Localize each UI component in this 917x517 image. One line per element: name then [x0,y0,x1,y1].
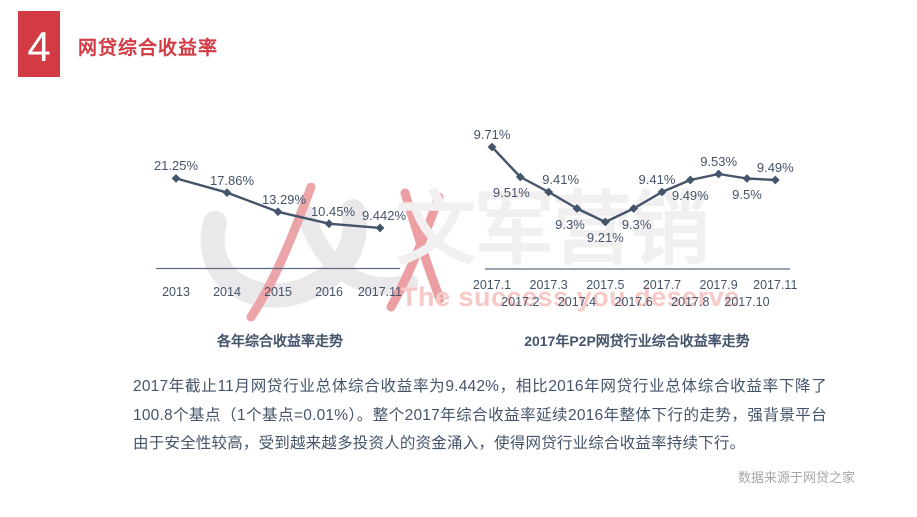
data-point-label: 9.41% [638,172,676,187]
chart-annual-caption: 各年综合收益率走势 [217,333,343,349]
page-title: 网贷综合收益率 [78,38,219,59]
data-point-label: 9.53% [700,154,738,169]
data-point-label: 9.49% [671,188,709,203]
data-point-marker [685,175,695,185]
data-point-marker [657,187,667,197]
data-point-marker [515,172,525,182]
data-point-label: 21.25% [153,158,199,174]
line-plot [485,142,790,270]
data-point-label: 9.21% [586,230,624,245]
x-tick-label: 2017.4 [557,295,597,309]
x-tick-label: 2017.8 [671,295,710,309]
data-point-marker [324,219,334,229]
data-point-marker [544,187,554,197]
data-source-note: 数据来源于网贷之家 [737,470,855,485]
data-point-marker [600,217,610,227]
data-point-label: 9.71% [473,127,511,142]
data-point-marker [273,207,283,217]
data-point-label: 9.3% [621,216,652,232]
data-point-marker [375,223,385,233]
x-tick-label: 2013 [162,285,190,299]
data-point-marker [742,174,752,183]
section-number-badge: 4 [18,11,60,77]
chart-monthly-caption: 2017年P2P网贷行业综合收益率走势 [524,333,750,349]
x-tick-label: 2017.7 [642,278,682,292]
data-point-label: 9.49% [756,160,794,175]
data-point-marker [222,188,232,197]
data-point-marker [629,204,639,213]
x-tick-label: 2017.1 [472,278,512,292]
data-point-marker [714,169,724,179]
x-tick-label: 2017.11 [753,278,798,292]
x-tick-label: 2017.11 [357,285,403,299]
data-point-label: 9.442% [361,207,407,223]
chart-2017-monthly-yield: 9.71% 9.51% 9.41% 9.3% 9.21% 9.3% 9.41% 9.49% 9.… [455,115,815,315]
chart-annual-yield: 21.25% 17.86% 13.29% 10.45% 9.442% 2013 2014 20… [150,145,410,310]
x-tick-label: 2017.5 [586,278,625,292]
data-point-label: 9.3% [555,216,585,232]
section-number: 4 [27,23,51,70]
x-tick-label: 2017.10 [724,295,770,309]
data-point-label: 9.5% [732,186,762,202]
data-point-marker [171,173,181,183]
data-point-label: 9.51% [492,185,530,200]
analysis-paragraph: 2017年截止11月网贷行业总体综合收益率为9.442%，相比2016年网贷行业… [133,378,827,452]
x-tick-label: 2017.2 [501,295,540,309]
x-tick-label: 2017.6 [614,295,653,309]
data-point-label: 9.41% [542,172,580,187]
data-point-label: 17.86% [209,172,255,188]
x-tick-label: 2017.3 [529,278,568,292]
data-point-marker [770,175,780,185]
data-point-marker [572,204,582,213]
x-tick-label: 2017.9 [699,278,738,292]
